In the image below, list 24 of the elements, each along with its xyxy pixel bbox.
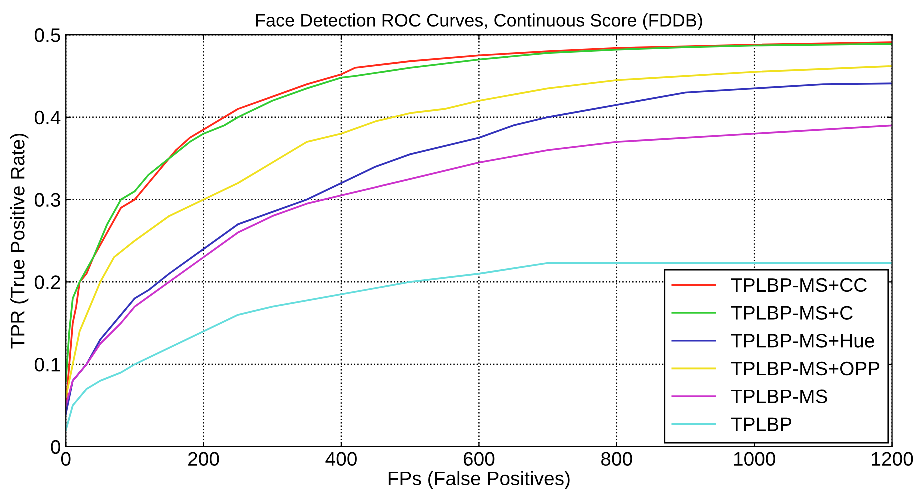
y-tick-label: 0.5 — [34, 28, 60, 42]
line-series — [66, 124, 892, 407]
x-tick-label: 1000 — [734, 452, 776, 466]
y-tick-label: 0.4 — [34, 110, 61, 125]
y-axis-title: TPR (True Positive Rate) — [10, 134, 29, 349]
y-tick-label: 0.1 — [34, 358, 60, 372]
chart-title: Face Detection ROC Curves, Continuous Score (FDDB) — [256, 14, 702, 30]
y-tick-label: 0 — [51, 440, 60, 454]
x-tick-label: 400 — [326, 452, 357, 466]
line-series — [66, 262, 892, 432]
x-tick-label: 600 — [464, 452, 495, 466]
x-tick-label: 1200 — [872, 452, 914, 466]
x-tick-label: 0 — [61, 452, 71, 466]
legend-label: TPLBP-MS+CC — [731, 278, 867, 292]
legend-label: TPLBP-MS+C — [731, 306, 853, 320]
y-tick-label: 0.3 — [34, 193, 60, 208]
legend-label: TPLBP-MS+OPP — [731, 362, 880, 376]
legend-label: TPLBP-MS — [731, 390, 828, 404]
legend-label: TPLBP-MS+Hue — [731, 334, 874, 348]
x-axis-title: FPs (False Positives) — [388, 471, 570, 490]
legend-label: TPLBP — [731, 418, 792, 432]
x-tick-label: 200 — [188, 452, 220, 466]
x-tick-label: 800 — [602, 452, 632, 466]
y-tick-label: 0.2 — [34, 276, 60, 290]
